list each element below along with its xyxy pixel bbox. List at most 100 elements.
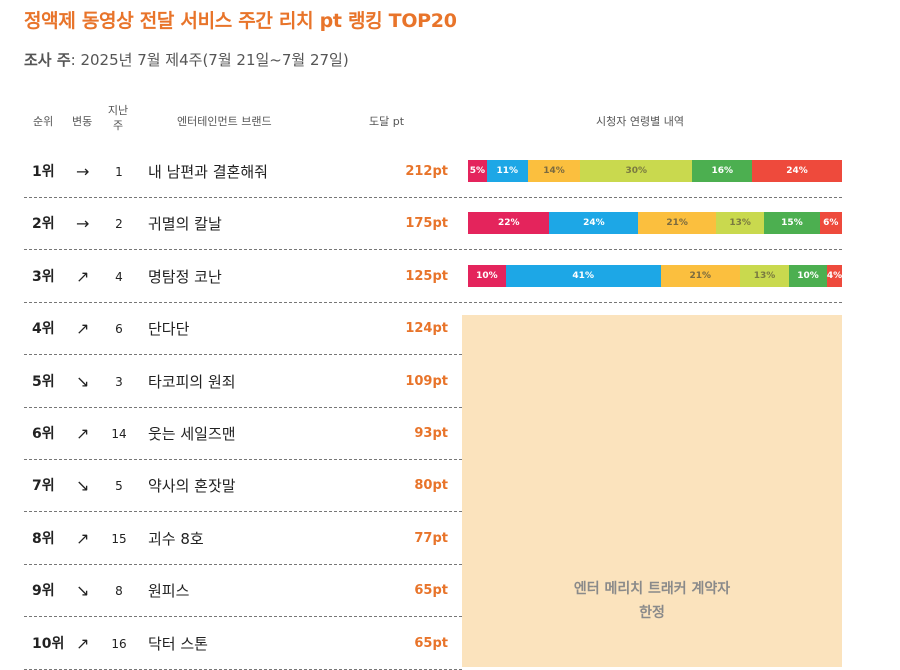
rank-cell: 9위 <box>32 583 55 600</box>
age-segment: 30% <box>580 160 693 182</box>
survey-week-value: : 2025년 7월 제4주(7월 21일~7월 27일) <box>70 51 349 69</box>
row-divider <box>24 668 462 670</box>
age-segment: 24% <box>549 212 639 235</box>
restricted-overlay: 엔터 메리치 트래커 계약자 한정 <box>462 315 842 667</box>
age-segment: 5% <box>468 160 487 182</box>
last-week-cell: 14 <box>111 427 127 441</box>
row-divider <box>24 459 462 460</box>
header-rank: 순위 <box>33 115 54 128</box>
page-title: 정액제 동영상 전달 서비스 주간 리치 pt 랭킹 TOP20 <box>24 10 457 32</box>
reach-pt-cell: 65pt <box>414 583 448 599</box>
age-segment: 13% <box>716 212 765 235</box>
brand-cell: 웃는 세일즈맨 <box>148 425 236 443</box>
row-divider <box>24 301 842 303</box>
change-arrow-icon: ↘ <box>76 371 90 391</box>
rank-cell: 8위 <box>32 530 55 547</box>
rank-cell: 5위 <box>32 373 55 390</box>
brand-cell: 단다단 <box>148 320 190 339</box>
reach-pt-cell: 109pt <box>405 373 448 389</box>
row-divider <box>24 616 462 618</box>
reach-pt-cell: 175pt <box>405 216 448 232</box>
table-row: 4위 ↗ 6 단다단 124pt <box>24 303 842 356</box>
age-segment: 41% <box>505 264 661 287</box>
header-brand: 엔터테인먼트 브랜드 <box>177 115 272 128</box>
brand-cell: 귀멸의 칼날 <box>148 215 222 234</box>
change-arrow-icon: ↗ <box>76 424 90 443</box>
age-segment: 13% <box>739 264 790 287</box>
table-row: 5위 ↘ 3 타코피의 원죄 109pt <box>24 356 842 408</box>
survey-week: 조사 주: 2025년 7월 제4주(7월 21일~7월 27일) <box>24 49 349 70</box>
row-divider <box>24 197 842 198</box>
restricted-line1: 엔터 메리치 트래커 계약자 <box>573 581 731 597</box>
last-week-cell: 16 <box>111 636 127 651</box>
survey-week-label: 조사 주 <box>24 51 71 69</box>
age-segment: 4% <box>826 264 842 287</box>
reach-pt-cell: 65pt <box>414 635 448 651</box>
age-segment: 10% <box>468 264 506 287</box>
row-divider <box>24 354 462 356</box>
table-row: 6위 ↗ 14 웃는 세일즈맨 93pt <box>24 408 842 460</box>
brand-cell: 명탐정 코난 <box>148 267 222 286</box>
age-segment: 11% <box>486 160 528 182</box>
rank-cell: 1위 <box>32 164 55 180</box>
row-divider <box>24 249 842 251</box>
brand-cell: 닥터 스톤 <box>148 634 208 653</box>
row-divider <box>24 511 462 513</box>
rank-cell: 7위 <box>32 478 55 495</box>
age-segment: 10% <box>789 264 827 287</box>
change-arrow-icon: ↗ <box>76 266 90 286</box>
age-segment: 16% <box>692 160 753 182</box>
change-arrow-icon: ↗ <box>76 633 90 653</box>
brand-cell: 괴수 8호 <box>148 529 204 548</box>
row-divider <box>24 406 462 408</box>
last-week-cell: 4 <box>115 269 123 284</box>
restricted-line2: 한정 <box>639 605 665 621</box>
age-segment: 21% <box>660 264 740 287</box>
reach-pt-cell: 212pt <box>405 164 448 179</box>
rank-cell: 3위 <box>32 268 55 285</box>
table-row: 9위 ↘ 8 원피스 65pt <box>24 565 842 618</box>
last-week-cell: 6 <box>115 322 123 337</box>
last-week-cell: 8 <box>115 584 123 599</box>
age-breakdown-bar: 5% 11% 14% 30% 16% 24% <box>468 160 842 182</box>
table-row: 2위 → 2 귀멸의 칼날 175pt 22% 24% 21% 13% 15% 6% <box>24 198 842 251</box>
age-segment: 21% <box>638 212 717 235</box>
change-arrow-icon: → <box>76 214 90 234</box>
age-segment: 22% <box>468 212 550 235</box>
last-week-cell: 3 <box>115 374 123 389</box>
reach-pt-cell: 77pt <box>414 530 448 546</box>
age-breakdown-bar: 10% 41% 21% 13% 10% 4% <box>468 264 842 287</box>
reach-pt-cell: 125pt <box>405 268 448 284</box>
last-week-cell: 15 <box>111 531 127 546</box>
brand-cell: 타코피의 원죄 <box>148 372 236 391</box>
change-arrow-icon: ↗ <box>76 319 90 339</box>
header-last-week-line2: 주 <box>112 119 124 132</box>
rank-cell: 4위 <box>32 321 55 338</box>
age-breakdown-bar: 22% 24% 21% 13% 15% 6% <box>468 212 842 235</box>
change-arrow-icon: ↘ <box>76 476 90 496</box>
restricted-text: 엔터 메리치 트래커 계약자 한정 <box>462 577 842 625</box>
reach-pt-cell: 93pt <box>414 426 448 441</box>
header-pt: 도달 pt <box>369 115 405 128</box>
last-week-cell: 2 <box>115 217 123 232</box>
age-segment: 6% <box>819 212 842 235</box>
rank-cell: 2위 <box>32 216 55 233</box>
change-arrow-icon: → <box>76 162 90 181</box>
brand-cell: 내 남편과 결혼해줘 <box>148 163 268 181</box>
reach-pt-cell: 80pt <box>414 478 448 494</box>
age-segment: 24% <box>752 160 842 182</box>
reach-pt-cell: 124pt <box>405 321 448 337</box>
table-row: 7위 ↘ 5 약사의 혼잣말 80pt <box>24 460 842 513</box>
header-change: 변동 <box>72 115 93 128</box>
last-week-cell: 1 <box>115 165 123 179</box>
table-row: 1위 → 1 내 남편과 결혼해줘 212pt 5% 11% 14% 30% 16% 24% <box>24 146 842 198</box>
brand-cell: 원피스 <box>148 582 190 601</box>
header-age: 시청자 연령별 내역 <box>596 115 684 128</box>
row-divider <box>24 563 462 565</box>
age-segment: 14% <box>527 160 581 182</box>
age-segment: 15% <box>764 212 820 235</box>
rank-cell: 10위 <box>32 635 65 652</box>
change-arrow-icon: ↗ <box>76 528 90 548</box>
header-last-week-line1: 지난 <box>107 104 129 117</box>
